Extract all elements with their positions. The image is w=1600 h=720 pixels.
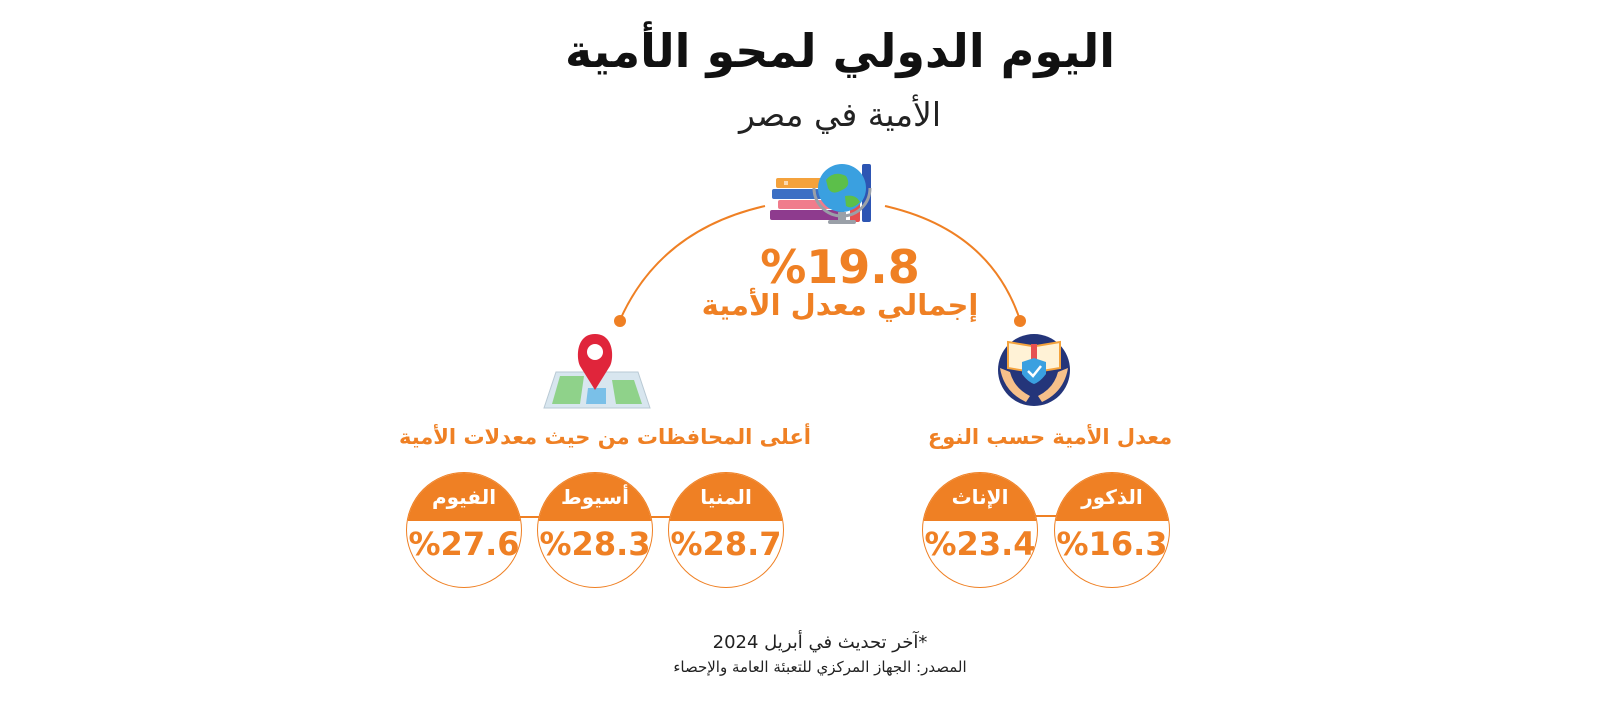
- gender-section-heading: معدل الأمية حسب النوع: [927, 425, 1173, 449]
- source-note: المصدر: الجهاز المركزي للتعبئة العامة وا…: [673, 658, 967, 676]
- update-footnote: *آخر تحديث في أبريل 2024: [712, 632, 928, 653]
- page-subtitle: الأمية في مصر: [738, 95, 942, 134]
- stat-circle-cap: [669, 473, 783, 521]
- stat-circle-value: %27.6: [408, 525, 520, 563]
- stat-circle-cap: [538, 473, 652, 521]
- stat-circle-cap: [1055, 473, 1169, 521]
- stat-circle-label: الإناث: [951, 485, 1009, 509]
- total-illiteracy-label: إجمالي معدل الأمية: [701, 288, 979, 322]
- stat-circle-value: %23.4: [924, 525, 1036, 563]
- stat-circle-value: %28.7: [670, 525, 782, 563]
- arc-right-dot: [1014, 315, 1026, 327]
- gender-connector: [1036, 515, 1056, 517]
- stat-circle-label: الفيوم: [431, 485, 497, 509]
- stat-circle-value: %16.3: [1056, 525, 1168, 563]
- stat-circle-males: الذكور %16.3: [1054, 472, 1170, 588]
- governorates-section-heading: أعلى المحافظات من حيث معدلات الأمية: [398, 425, 811, 449]
- stat-circle-asyut: أسيوط %28.3: [537, 472, 653, 588]
- map-pin-icon: [543, 334, 651, 409]
- stat-circle-minya: المنيا %28.7: [668, 472, 784, 588]
- stat-circle-cap: [407, 473, 521, 521]
- stat-circle-label: المنيا: [700, 485, 752, 509]
- stat-circle-label: الذكور: [1081, 485, 1143, 509]
- total-illiteracy-value: %19.8: [760, 240, 920, 294]
- stat-circle-cap: [923, 473, 1037, 521]
- page-title: اليوم الدولي لمحو الأمية: [564, 24, 1115, 78]
- stat-circle-value: %28.3: [539, 525, 651, 563]
- stat-circle-label: أسيوط: [561, 485, 629, 509]
- arc-right: [884, 205, 1021, 321]
- arc-left-dot: [614, 315, 626, 327]
- hands-book-icon: [998, 334, 1070, 406]
- stat-circle-females: الإناث %23.4: [922, 472, 1038, 588]
- stat-circle-fayoum: الفيوم %27.6: [406, 472, 522, 588]
- books-globe-icon: [770, 164, 872, 224]
- arc-left: [619, 205, 766, 321]
